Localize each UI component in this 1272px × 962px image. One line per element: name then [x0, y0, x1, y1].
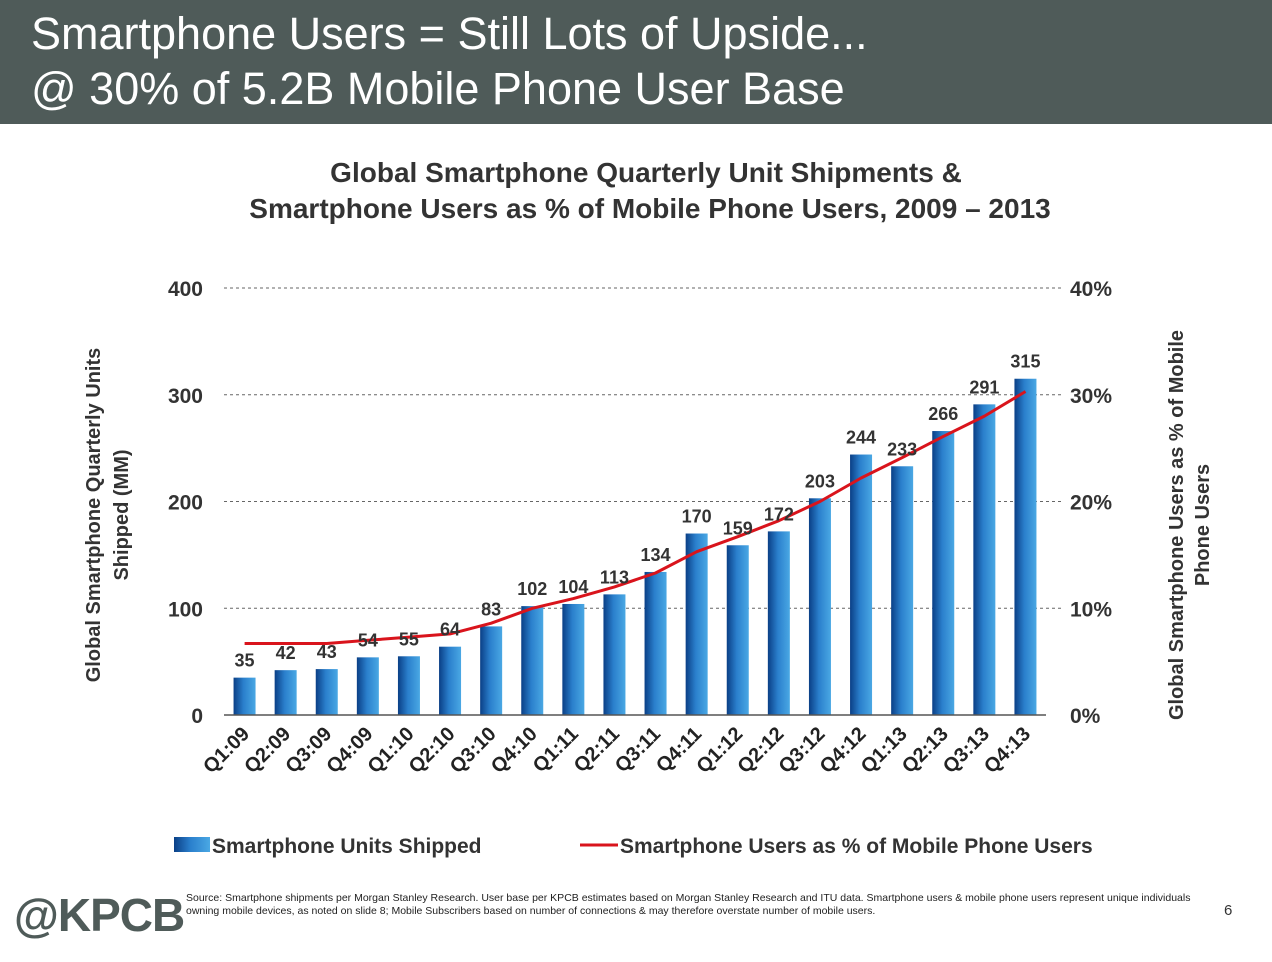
y-tick-label: 300 [168, 385, 203, 408]
bar-value-label: 244 [846, 428, 876, 448]
bar-series [233, 378, 1037, 715]
line-series [244, 390, 1027, 645]
users-pct-line [244, 390, 1027, 645]
bar [233, 677, 256, 715]
y-axis-title: Shipped (MM) [111, 449, 133, 580]
bar-value-label: 233 [887, 439, 917, 459]
bar [767, 531, 790, 715]
bar [644, 571, 667, 715]
x-tick-label: Q1:13 [857, 723, 912, 778]
y2-tick-label: 10% [1070, 598, 1112, 621]
bar-value-label: 54 [358, 630, 378, 650]
x-tick-label: Q3:13 [939, 723, 994, 778]
x-tick-label: Q1:09 [199, 723, 254, 778]
bar-value-label: 35 [235, 651, 255, 671]
x-tick-label: Q1:11 [529, 723, 583, 777]
bar [356, 657, 379, 715]
bar [315, 669, 338, 715]
bar-value-label: 55 [399, 629, 419, 649]
bar-value-label: 159 [723, 518, 753, 538]
bar-value-label: 64 [440, 620, 460, 640]
slide-title-line-2: @ 30% of 5.2B Mobile Phone User Base [31, 63, 845, 114]
legend: Smartphone Units Shipped Smartphone Users… [174, 835, 1093, 858]
y-axis-title: Global Smartphone Quarterly Units [83, 348, 105, 683]
bar [562, 603, 585, 715]
y-tick-label: 400 [168, 278, 203, 301]
bar-value-label: 203 [805, 471, 835, 491]
bar-value-label: 42 [276, 643, 296, 663]
x-tick-label: Q3:10 [446, 723, 501, 778]
page-number: 6 [1224, 902, 1233, 919]
x-tick-label: Q2:10 [405, 723, 460, 778]
legend-line-label: Smartphone Users as % of Mobile Phone Us… [620, 835, 1093, 858]
bar-value-label: 134 [641, 545, 671, 565]
source-note: Source: Smartphone shipments per Morgan … [186, 892, 1191, 917]
x-tick-label: Q2:09 [240, 723, 295, 778]
bar [726, 545, 749, 715]
chart-title-line-2: Smartphone Users as % of Mobile Phone Us… [249, 193, 1051, 224]
bar-value-label: 43 [317, 642, 337, 662]
y-tick-label: 0 [191, 705, 203, 728]
bar-value-label: 170 [682, 507, 712, 527]
y2-tick-label: 40% [1070, 278, 1112, 301]
x-tick-label: Q4:09 [323, 723, 378, 778]
x-tick-label: Q4:10 [487, 723, 542, 778]
bar-value-label: 104 [558, 577, 588, 597]
bar [891, 466, 914, 715]
y-tick-label: 200 [168, 492, 203, 515]
bar-value-label: 113 [600, 567, 629, 587]
x-tick-label: Q2:12 [734, 723, 789, 778]
x-tick-label: Q4:13 [980, 723, 1035, 778]
bar [1014, 378, 1037, 715]
x-tick-label: Q3:11 [611, 723, 665, 777]
y2-tick-label: 20% [1070, 492, 1112, 515]
x-tick-label: Q2:11 [570, 723, 624, 777]
bar [932, 431, 955, 715]
bar-value-label: 83 [481, 599, 501, 619]
bar [808, 498, 831, 715]
x-tick-label: Q3:12 [775, 723, 830, 778]
legend-bar-label: Smartphone Units Shipped [212, 835, 482, 858]
y2-tick-label: 0% [1070, 705, 1101, 728]
x-tick-label: Q4:12 [816, 723, 871, 778]
y-tick-label: 100 [168, 598, 203, 621]
y2-axis-title: Global Smartphone Users as % of Mobile [1166, 330, 1188, 720]
data-labels: 35 42 43 54 55 64 83 102 104 113 134 170 159 172 203 24… [235, 352, 1041, 671]
bar [274, 670, 297, 715]
grid-lines [224, 287, 1064, 609]
header-bar: Smartphone Users = Still Lots of Upside.… [0, 0, 1272, 124]
x-tick-label: Q3:09 [281, 723, 336, 778]
bar [439, 646, 462, 715]
slide-title-line-1: Smartphone Users = Still Lots of Upside.… [31, 8, 868, 59]
bar [397, 656, 420, 715]
y2-axis-title: Phone Users [1192, 464, 1214, 586]
bar-value-label: 291 [969, 377, 999, 397]
x-tick-label: Q1:12 [692, 723, 747, 778]
kpcb-logo: @KPCB [14, 889, 185, 941]
legend-bar-swatch [174, 837, 210, 852]
bar [603, 594, 626, 715]
bar [850, 454, 873, 715]
bar [521, 606, 544, 715]
x-tick-label: Q2:13 [898, 723, 953, 778]
y2-tick-label: 30% [1070, 385, 1112, 408]
bar-value-label: 315 [1010, 352, 1040, 372]
bar [480, 626, 503, 715]
bar [973, 404, 996, 715]
bar-value-label: 102 [517, 579, 547, 599]
x-tick-label: Q1:10 [364, 723, 419, 778]
bar [685, 533, 708, 715]
chart-title-line-1: Global Smartphone Quarterly Unit Shipmen… [330, 157, 962, 188]
bar-value-label: 172 [764, 504, 794, 524]
bar-value-label: 266 [928, 404, 958, 424]
